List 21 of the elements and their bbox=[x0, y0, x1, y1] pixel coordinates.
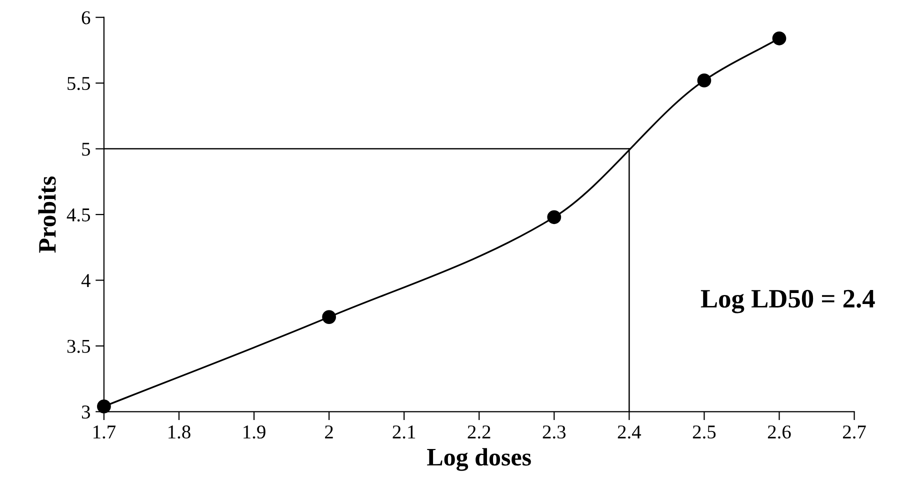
y-tick-label: 3 bbox=[82, 406, 90, 419]
y-tick-label: 5.5 bbox=[68, 77, 90, 90]
x-tick-label: 2.2 bbox=[468, 425, 490, 439]
y-tick-label: 6 bbox=[82, 11, 90, 24]
y-tick-label: 3.5 bbox=[67, 340, 90, 353]
y-axis-title: Probits bbox=[38, 176, 56, 253]
x-tick-label: 1.7 bbox=[94, 426, 116, 439]
x-tick-label: 2.6 bbox=[768, 425, 791, 439]
annotation: Log LD50 = 2.4 bbox=[700, 290, 875, 314]
x-axis-title: Log doses bbox=[427, 448, 531, 471]
x-tick-label: 2.7 bbox=[842, 425, 866, 439]
x-tick-label: 2 bbox=[325, 425, 333, 438]
x-tick-label: 2.1 bbox=[392, 425, 416, 439]
x-tick-label: 2.3 bbox=[542, 425, 566, 439]
x-tick-label: 2.4 bbox=[618, 425, 642, 439]
y-tick-label: 5 bbox=[82, 142, 90, 156]
y-tick-label: 4.5 bbox=[66, 208, 90, 222]
x-tick-label: 1.8 bbox=[168, 425, 190, 439]
y-tick-label: 4 bbox=[81, 274, 90, 287]
x-tick-label: 2.5 bbox=[692, 425, 716, 439]
x-tick-label: 1.9 bbox=[244, 425, 266, 439]
